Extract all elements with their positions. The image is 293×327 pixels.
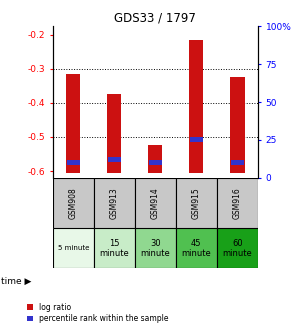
- Text: GSM908: GSM908: [69, 187, 78, 219]
- Bar: [107, 94, 121, 173]
- Text: GSM914: GSM914: [151, 187, 160, 219]
- Text: 30
minute: 30 minute: [140, 239, 170, 258]
- Bar: [53, 178, 94, 229]
- Bar: [149, 160, 162, 165]
- Bar: [231, 160, 244, 165]
- Text: 60
minute: 60 minute: [222, 239, 252, 258]
- Bar: [148, 146, 162, 173]
- Title: GDS33 / 1797: GDS33 / 1797: [114, 12, 196, 25]
- Bar: [176, 178, 217, 229]
- Text: 5 minute: 5 minute: [57, 245, 89, 251]
- Legend: log ratio, percentile rank within the sample: log ratio, percentile rank within the sa…: [27, 303, 169, 323]
- Bar: [66, 74, 80, 173]
- Bar: [94, 178, 135, 229]
- Bar: [217, 178, 258, 229]
- Bar: [190, 137, 203, 143]
- Bar: [217, 229, 258, 268]
- Bar: [67, 160, 80, 165]
- Bar: [230, 77, 244, 173]
- Bar: [135, 178, 176, 229]
- Bar: [189, 40, 204, 173]
- Text: GSM916: GSM916: [233, 187, 242, 219]
- Text: GSM913: GSM913: [110, 187, 119, 219]
- Text: 45
minute: 45 minute: [181, 239, 211, 258]
- Bar: [135, 229, 176, 268]
- Text: GSM915: GSM915: [192, 187, 201, 219]
- Text: 15
minute: 15 minute: [99, 239, 129, 258]
- Bar: [176, 229, 217, 268]
- Bar: [108, 157, 121, 162]
- Text: time ▶: time ▶: [1, 277, 32, 286]
- Bar: [94, 229, 135, 268]
- Bar: [53, 229, 94, 268]
